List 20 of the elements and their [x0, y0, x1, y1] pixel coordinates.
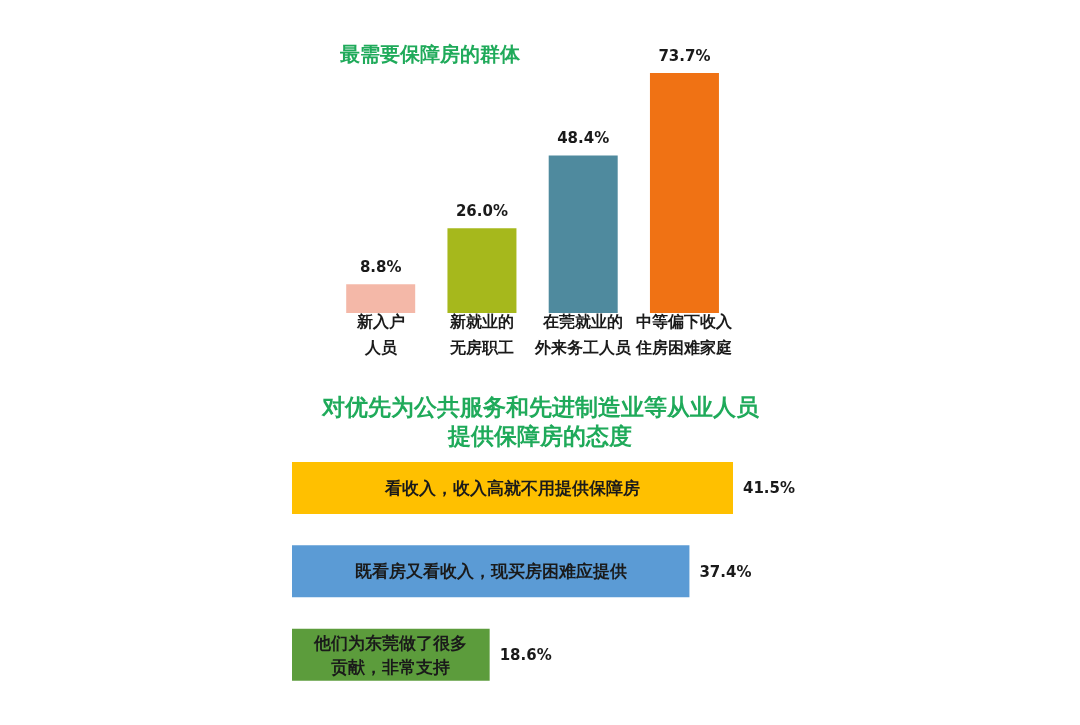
y-tick-label: 他们为东莞做了很多贡献，非常支持 [313, 632, 468, 677]
data-label: 48.4% [557, 129, 610, 148]
y-tick-label: 既看房又看收入，现买房困难应提供 [354, 561, 627, 582]
data-label: 41.5% [743, 479, 796, 498]
data-label: 26.0% [455, 202, 508, 221]
bar [447, 228, 517, 313]
bar [649, 73, 719, 313]
data-label: 73.7% [658, 47, 711, 65]
data-label: 8.8% [359, 258, 402, 277]
bar [548, 155, 618, 313]
x-tick-label: 新入户人员 [355, 312, 405, 357]
chart-title: 对优先为公共服务和先进制造业等从业人员提供保障房的态度 [320, 393, 760, 451]
y-tick-label: 看收入，收入高就不用提供保障房 [384, 478, 640, 498]
x-tick-label: 在莞就业的外来务工人员 [534, 312, 633, 357]
data-label: 18.6% [499, 645, 552, 664]
x-tick-label: 中等偏下收入住房困难家庭 [635, 312, 734, 357]
chart-title: 最需要保障房的群体 [340, 41, 520, 67]
x-tick-label: 新就业的无房职工 [448, 312, 514, 357]
bar [346, 284, 416, 313]
data-label: 37.4% [699, 562, 752, 581]
